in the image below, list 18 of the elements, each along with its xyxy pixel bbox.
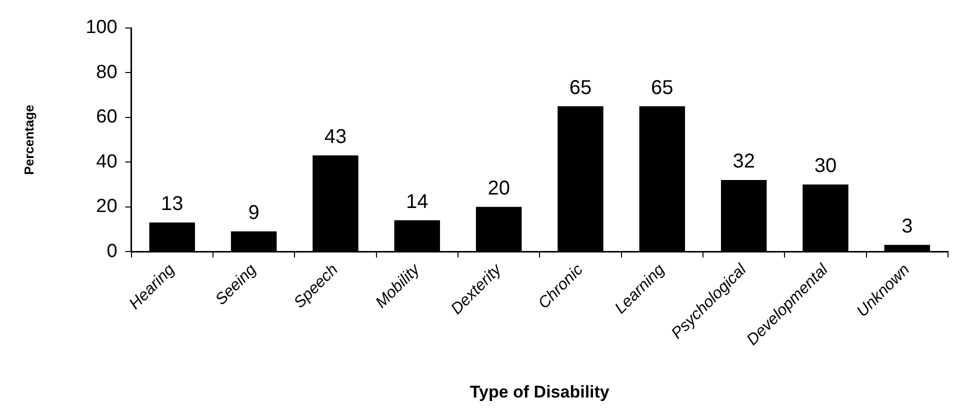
data-label: 43 bbox=[324, 126, 347, 148]
y-tick-label: 20 bbox=[96, 196, 118, 218]
y-tick-label: 100 bbox=[86, 17, 118, 38]
data-label: 3 bbox=[902, 215, 913, 238]
y-tick-label: 0 bbox=[106, 240, 118, 262]
y-tick-label: 60 bbox=[96, 106, 118, 128]
data-label: 65 bbox=[651, 76, 674, 99]
data-label: 20 bbox=[488, 177, 510, 200]
data-label: 14 bbox=[406, 190, 428, 213]
y-tick-label: 80 bbox=[96, 62, 118, 83]
data-label: 13 bbox=[161, 193, 184, 216]
data-label: 32 bbox=[732, 150, 755, 173]
x-axis-title: Type of Disability bbox=[470, 382, 610, 402]
data-label: 65 bbox=[569, 76, 592, 99]
y-axis-title: Percentage bbox=[21, 104, 36, 175]
y-tick-label: 40 bbox=[96, 151, 118, 172]
data-label: 30 bbox=[814, 155, 837, 178]
data-label: 9 bbox=[248, 202, 260, 224]
